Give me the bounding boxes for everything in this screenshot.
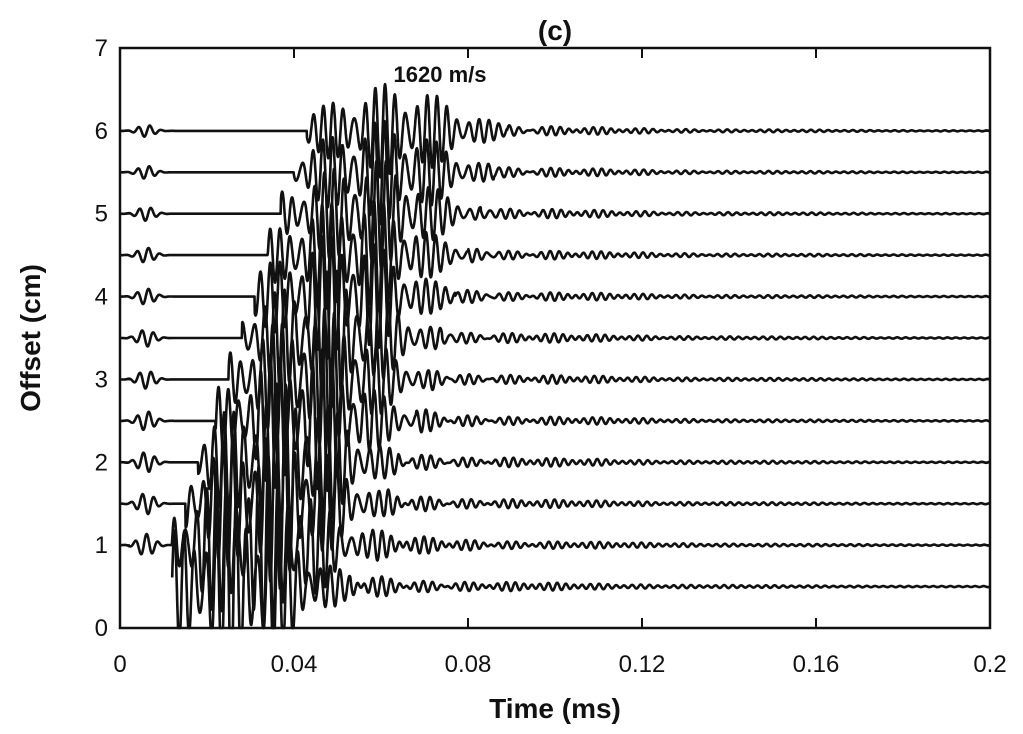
chart-title: (c) [538, 15, 572, 46]
x-tick-label: 0.04 [271, 651, 318, 678]
x-axis: 0 0.04 0.08 0.12 0.16 0.2 [113, 48, 1007, 678]
x-tick-label: 0.16 [793, 651, 840, 678]
y-axis: 0 1 2 3 4 5 6 7 [95, 35, 990, 642]
y-tick-label: 3 [95, 366, 108, 393]
y-tick-label: 2 [95, 449, 108, 476]
velocity-annotation: 1620 m/s [394, 62, 487, 87]
waveform-trace [119, 454, 991, 630]
waveform-trace [119, 307, 991, 452]
y-tick-label: 1 [95, 532, 108, 559]
waveform-trace [119, 159, 991, 270]
y-tick-label: 5 [95, 201, 108, 228]
trace-group [119, 82, 991, 630]
y-tick-label: 4 [95, 284, 108, 311]
x-axis-title: Time (ms) [489, 693, 621, 724]
waveform-trace [119, 382, 991, 546]
waveform-trace [119, 82, 991, 179]
waveform-trace [119, 119, 991, 226]
y-tick-label: 0 [95, 615, 108, 642]
y-tick-label: 6 [95, 118, 108, 145]
waveform-trace [119, 347, 991, 492]
waveform-trace [119, 199, 991, 312]
y-tick-label: 7 [95, 35, 108, 62]
x-tick-label: 0.12 [619, 651, 666, 678]
x-tick-label: 0.2 [973, 651, 1006, 678]
waveform-trace [170, 493, 991, 630]
waveform-trace [119, 235, 991, 361]
y-axis-title: Offset (cm) [15, 264, 46, 412]
waveform-trace [119, 269, 991, 409]
x-tick-label: 0.08 [445, 651, 492, 678]
plot-frame [118, 46, 992, 630]
x-tick-label: 0 [113, 651, 126, 678]
